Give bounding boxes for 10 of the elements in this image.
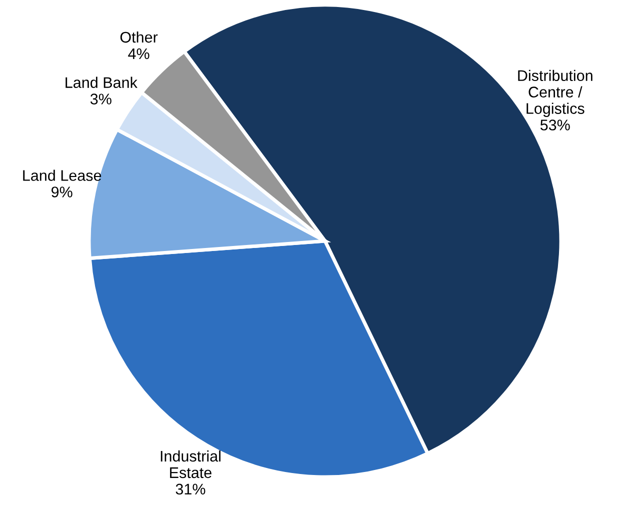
slice-label: Other <box>120 31 158 43</box>
data-label: 9% <box>52 186 72 198</box>
data-label: 3% <box>90 94 112 104</box>
data-label: 4% <box>128 48 150 60</box>
slice-label: Land Lease <box>23 170 102 181</box>
slice-label: Industrial Estate <box>160 450 220 478</box>
data-label: 53% <box>540 120 570 130</box>
data-label: 31% <box>176 484 206 495</box>
slice-label: Distribution Centre / Logistics <box>518 70 592 117</box>
slice-label: Land Bank <box>66 76 138 88</box>
